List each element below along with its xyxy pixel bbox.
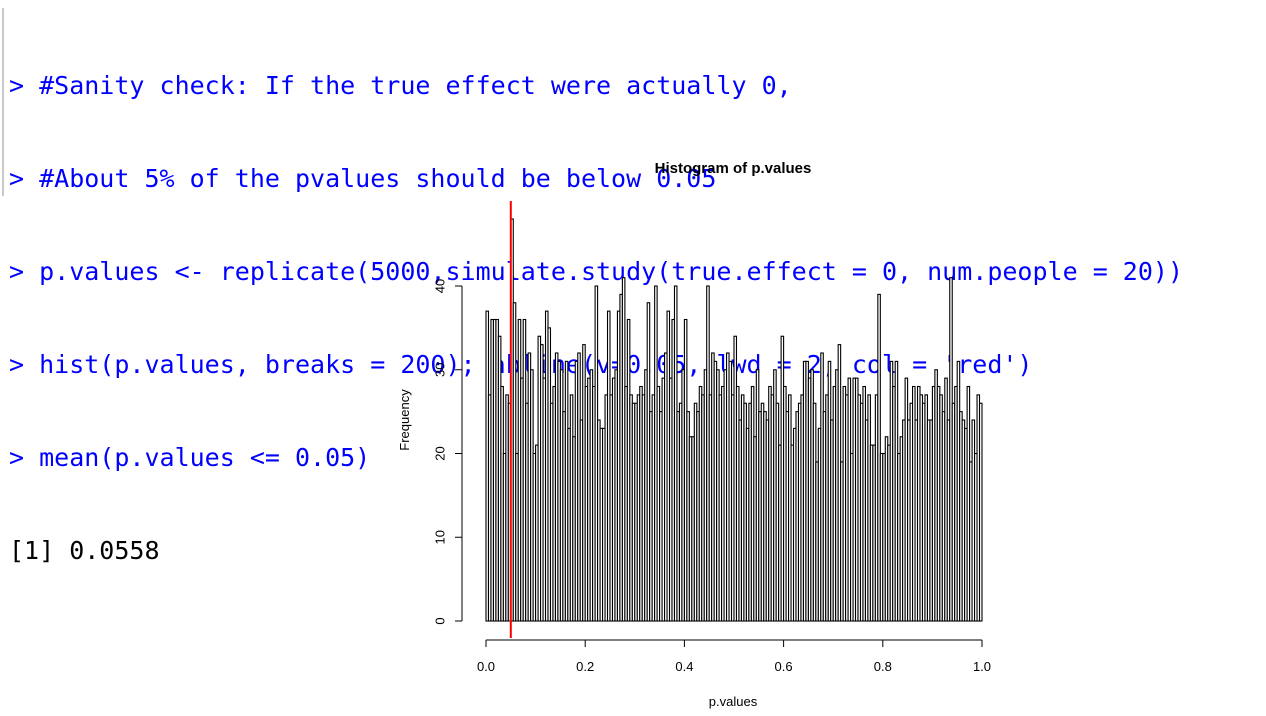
y-tick-label: 40 [432,279,447,293]
chart-title: Histogram of p.values [655,160,812,177]
histogram-bar [978,402,983,622]
console-line-output: [1] 0.0558 [9,536,160,565]
x-tick-label: 1.0 [973,659,991,674]
x-axis-label: p.values [709,694,758,709]
y-tick-label: 10 [432,530,447,544]
x-tick-label: 0.6 [775,659,793,674]
y-tick-label: 20 [432,446,447,460]
y-axis-label: Frequency [397,389,412,451]
y-tick-label: 0 [432,617,447,624]
x-axis: 0.0 0.2 0.4 0.6 0.8 1.0 [477,639,991,674]
histogram-bars [485,218,983,622]
y-axis: 0 10 20 30 40 [432,279,463,625]
console-line-comment-2: > #About 5% of the pvalues should be bel… [9,164,717,193]
x-tick-label: 0.0 [477,659,495,674]
console-line-mean: > mean(p.values <= 0.05) [9,443,371,472]
x-tick-label: 0.2 [576,659,594,674]
y-tick-label: 30 [432,363,447,377]
x-tick-label: 0.8 [874,659,892,674]
console-line-comment-1: > #Sanity check: If the true effect were… [9,71,792,100]
console-border [2,8,4,196]
x-tick-label: 0.4 [675,659,693,674]
console-line-replicate: > p.values <- replicate(5000,simulate.st… [9,257,1183,286]
